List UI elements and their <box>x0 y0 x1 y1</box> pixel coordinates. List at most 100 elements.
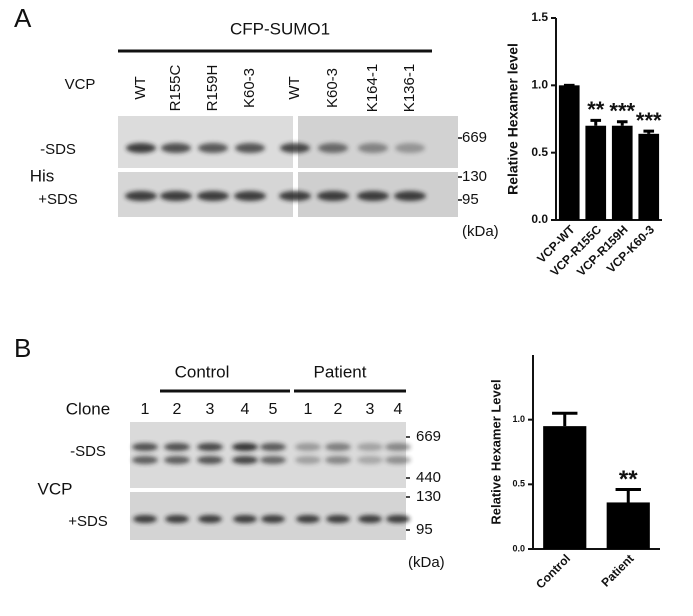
y-tick-label: 1.0 <box>512 414 525 424</box>
unit-label: (kDa) <box>408 554 445 571</box>
lane-label: 4 <box>241 401 250 418</box>
band <box>233 515 257 523</box>
lane-label: K136-1 <box>401 64 418 112</box>
bar <box>585 125 607 220</box>
band <box>161 143 191 153</box>
marker-label: 130 <box>416 488 441 505</box>
band <box>198 515 222 523</box>
band <box>317 191 349 201</box>
band <box>260 443 286 451</box>
band <box>279 191 311 201</box>
band <box>164 443 190 451</box>
band <box>261 515 285 523</box>
error-bar <box>552 411 578 427</box>
marker-label: 669 <box>416 428 441 445</box>
band <box>357 456 383 464</box>
bar <box>638 133 660 220</box>
y-tick-label: 0.0 <box>512 543 525 553</box>
condition-label: -SDS <box>70 443 106 460</box>
band <box>232 456 258 464</box>
band <box>386 515 410 523</box>
band <box>234 191 266 201</box>
y-tick-label: 1.0 <box>531 78 548 92</box>
band <box>385 443 411 451</box>
band <box>395 143 425 153</box>
significance: *** <box>609 99 635 124</box>
y-tick-label: 0.0 <box>531 212 548 226</box>
band <box>197 191 229 201</box>
y-tick-label: 0.5 <box>531 145 548 159</box>
group-label: Control <box>175 362 230 381</box>
band <box>280 143 310 153</box>
band <box>358 143 388 153</box>
bar <box>606 502 650 549</box>
condition-label: -SDS <box>40 141 76 158</box>
band <box>197 456 223 464</box>
x-tick-label: Patient <box>598 551 636 589</box>
band <box>164 456 190 464</box>
row-label: VCP <box>65 76 96 93</box>
band <box>325 456 351 464</box>
significance: ** <box>587 97 605 122</box>
band <box>125 191 157 201</box>
lane-label: 5 <box>269 401 278 418</box>
band <box>235 143 265 153</box>
lane-label: 2 <box>173 401 182 418</box>
lane-label: 3 <box>366 401 375 418</box>
marker-label: 95 <box>416 521 433 538</box>
blot <box>298 116 458 168</box>
row-label: Clone <box>66 399 110 418</box>
x-tick-label: Control <box>533 551 573 591</box>
bar <box>543 426 587 549</box>
band <box>358 515 382 523</box>
band <box>260 456 286 464</box>
band <box>318 143 348 153</box>
bar <box>611 125 633 220</box>
band <box>198 143 228 153</box>
panel-label: A <box>14 3 32 33</box>
error-bar <box>616 120 628 126</box>
band <box>232 443 258 451</box>
construct-label: CFP-SUMO1 <box>230 19 330 38</box>
band <box>132 456 158 464</box>
error-bar <box>615 488 641 503</box>
band <box>126 143 156 153</box>
lane-label: 3 <box>206 401 215 418</box>
marker-label: 669 <box>462 129 487 146</box>
marker-label: 130 <box>462 168 487 185</box>
panel-label: B <box>14 333 31 363</box>
lane-label: 4 <box>394 401 403 418</box>
band <box>295 443 321 451</box>
lane-label: 1 <box>141 401 150 418</box>
band <box>326 515 350 523</box>
band <box>295 456 321 464</box>
y-axis-label: Relative Hexamer Level <box>488 379 503 524</box>
band <box>357 443 383 451</box>
error-bar <box>643 129 655 134</box>
band <box>132 443 158 451</box>
band <box>385 456 411 464</box>
lane-label: WT <box>286 76 303 99</box>
lane-label: WT <box>132 76 149 99</box>
band <box>296 515 320 523</box>
band <box>133 515 157 523</box>
band <box>160 191 192 201</box>
antibody-label: His <box>30 166 55 185</box>
blot <box>130 422 406 488</box>
marker-label: 440 <box>416 469 441 486</box>
lane-label: 1 <box>304 401 313 418</box>
band <box>357 191 389 201</box>
lane-label: R159H <box>204 65 221 112</box>
blot <box>118 116 293 168</box>
marker-label: 95 <box>462 191 479 208</box>
band <box>325 443 351 451</box>
group-label: Patient <box>314 362 367 381</box>
significance: ** <box>619 466 638 493</box>
lane-label: K60-3 <box>324 68 341 108</box>
error-bar <box>590 118 602 126</box>
significance: *** <box>636 108 662 133</box>
unit-label: (kDa) <box>462 223 499 240</box>
lane-label: 2 <box>334 401 343 418</box>
y-tick-label: 0.5 <box>512 479 525 489</box>
y-axis-label: Relative Hexamer level <box>505 43 521 195</box>
